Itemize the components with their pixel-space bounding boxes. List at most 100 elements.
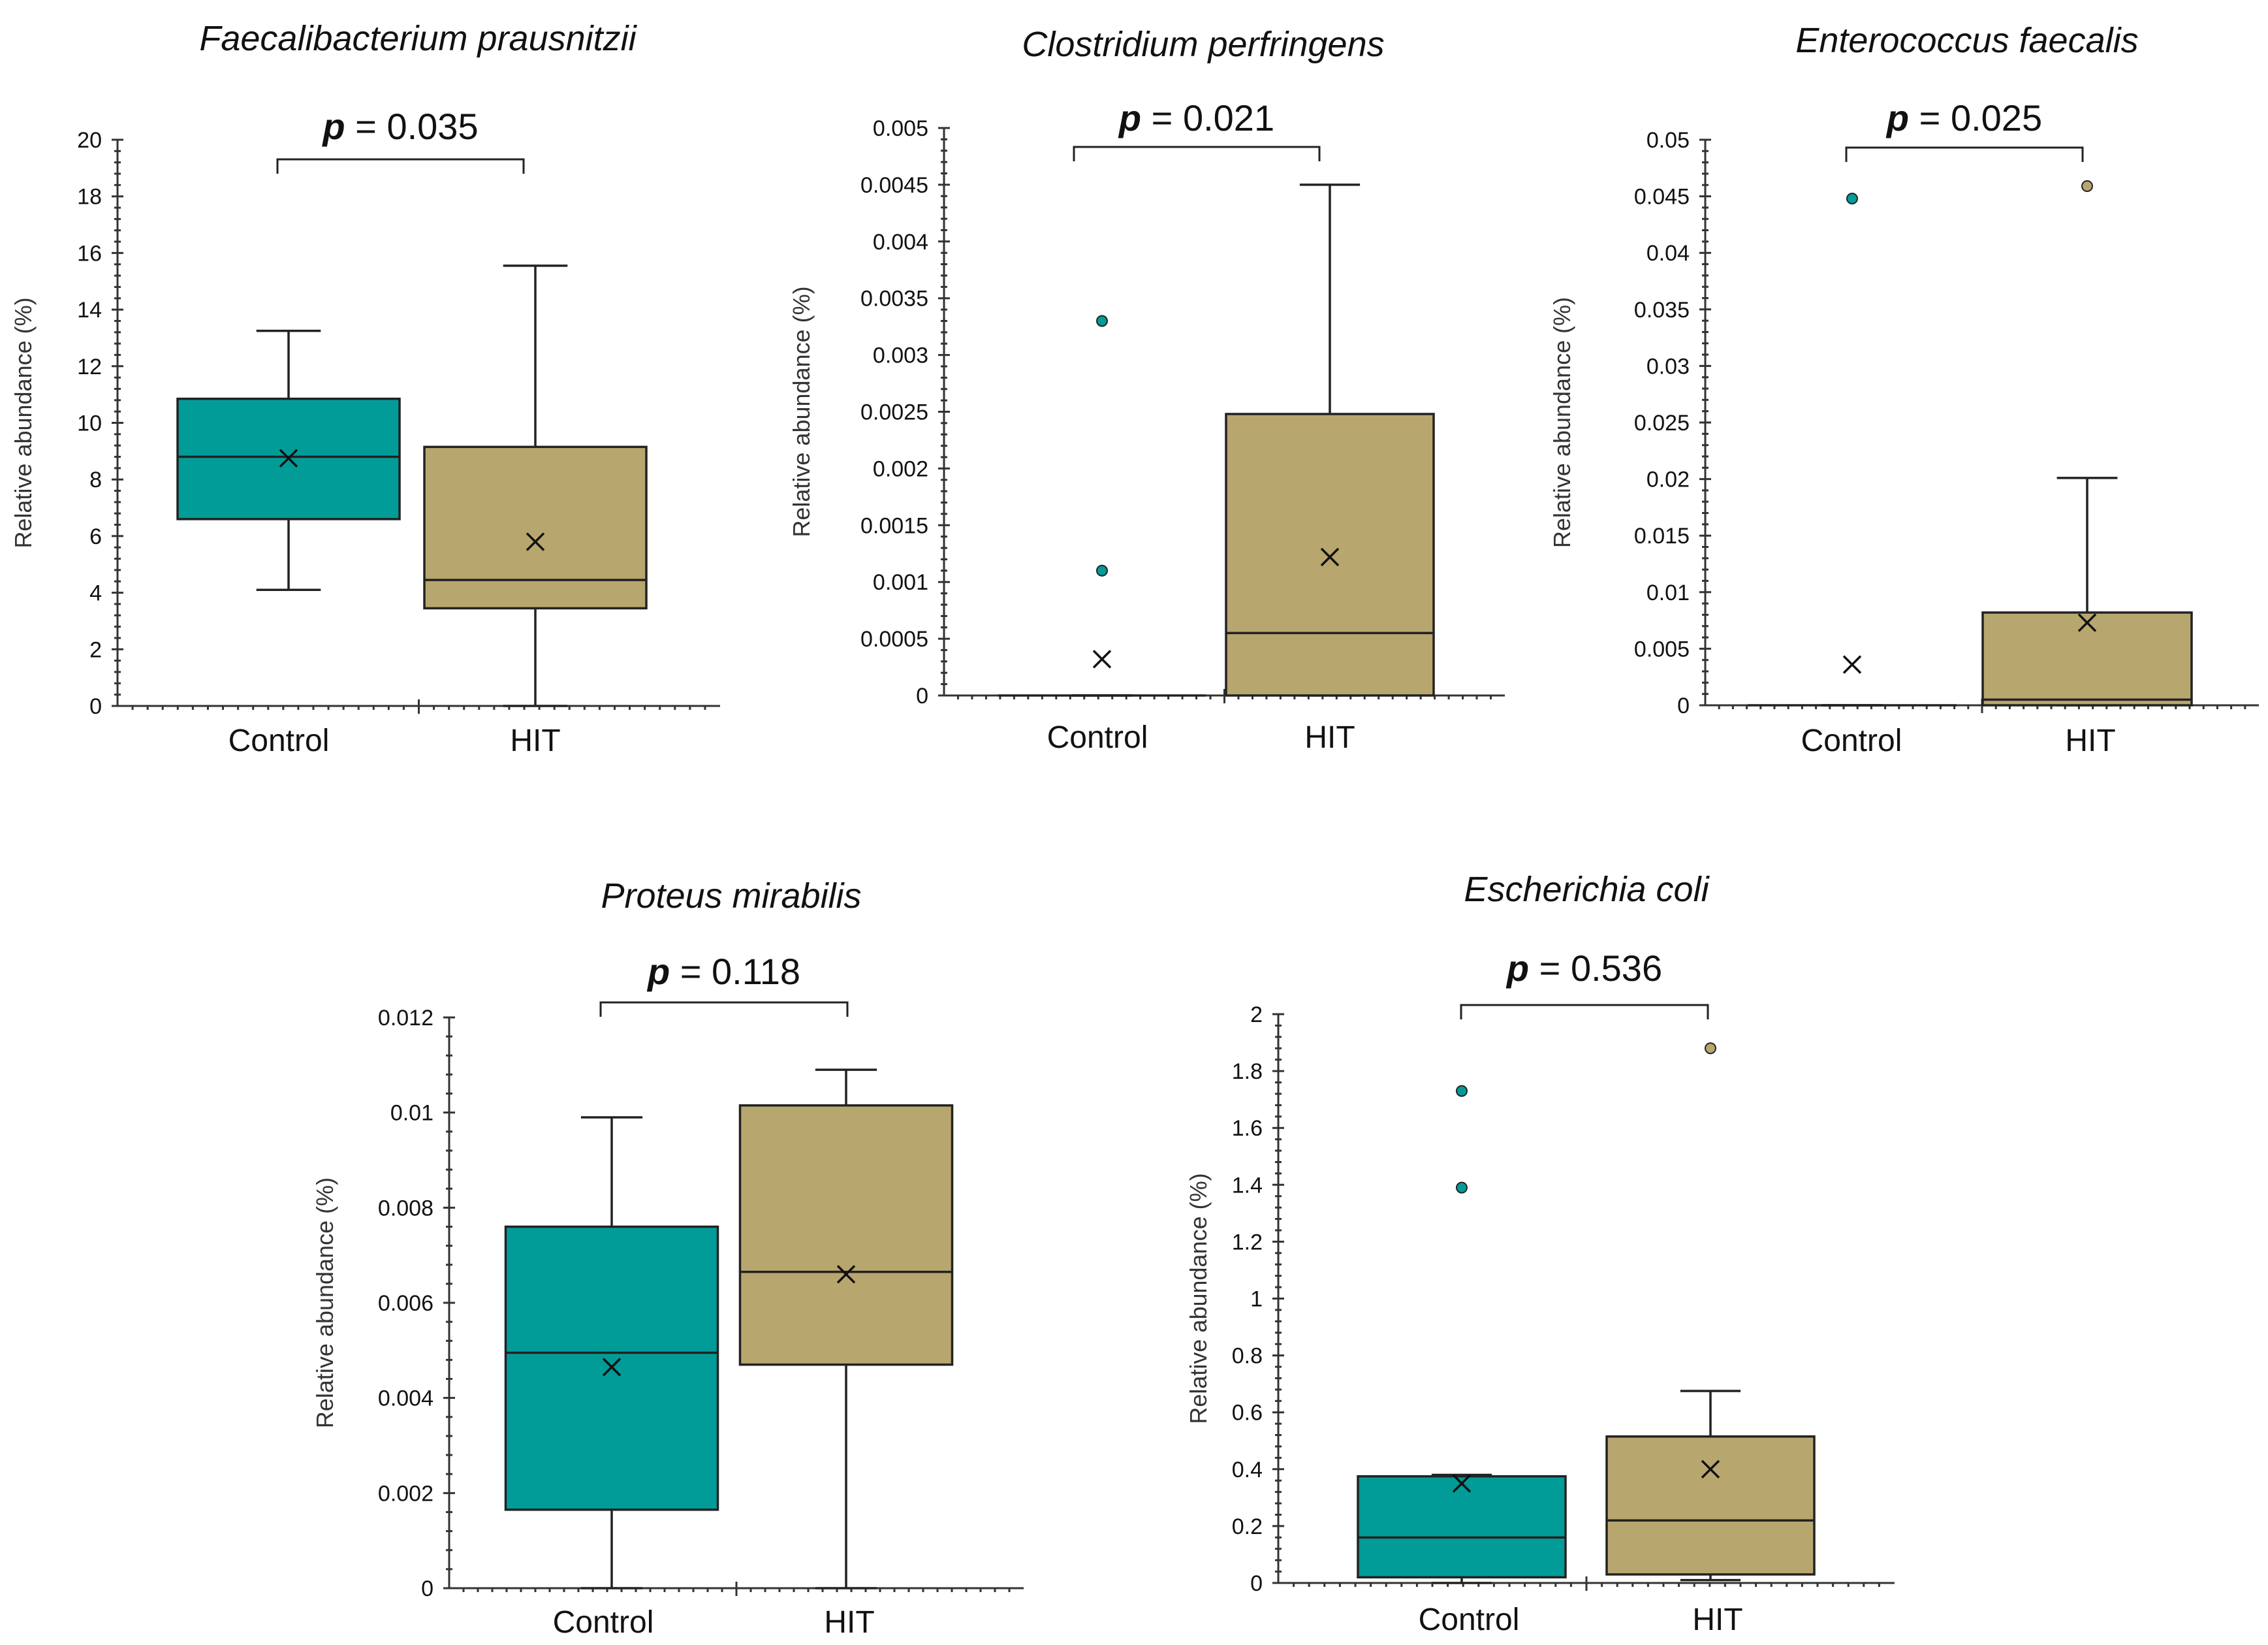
p-value-text: = 0.118 bbox=[670, 951, 800, 992]
box-iqr bbox=[1357, 1475, 1567, 1579]
y-tick-label: 6 bbox=[89, 524, 102, 549]
panel-title: Clostridium perfringens bbox=[1022, 25, 1384, 64]
y-tick-label: 20 bbox=[77, 128, 102, 153]
y-tick-label: 1 bbox=[1250, 1287, 1263, 1312]
y-tick-label: 0.012 bbox=[378, 1006, 433, 1030]
p-value-label: p = 0.118 bbox=[646, 951, 800, 992]
box-series-hit bbox=[738, 1068, 954, 1589]
chart-panel-4: Proteus mirabilis 0 0.002 0.004 0.006 0.008 0.… bbox=[311, 876, 1024, 1640]
significance-bracket bbox=[1073, 146, 1321, 161]
y-tick-label: 1.4 bbox=[1232, 1173, 1263, 1198]
y-tick-label: 0.025 bbox=[1634, 411, 1690, 436]
y-tick-label: 4 bbox=[89, 581, 102, 606]
chart-panel-2: Clostridium perfringens 0 0.0005 0.001 0.001… bbox=[788, 25, 1505, 755]
x-category-label: HIT bbox=[824, 1605, 874, 1640]
p-value-label: p = 0.035 bbox=[321, 106, 478, 147]
chart-panel-5: Escherichia coli 0 0.2 0.4 0.6 0.8 1 1.2 1.4 1.6 1… bbox=[1185, 870, 1895, 1637]
chart-panel-3: Enterococcus faecalis 0 0.005 0.01 0.015 0.02… bbox=[1549, 21, 2259, 758]
box-series-hit bbox=[1605, 1042, 1816, 1582]
y-tick-label: 0.002 bbox=[378, 1481, 433, 1506]
p-value-label: p = 0.021 bbox=[1118, 97, 1274, 138]
y-tick-label: 8 bbox=[89, 468, 102, 492]
y-tick-label: 0.4 bbox=[1232, 1458, 1263, 1482]
p-symbol: p bbox=[1118, 97, 1141, 138]
y-tick-label: 0.004 bbox=[873, 230, 928, 255]
y-tick-label: 0.0005 bbox=[860, 627, 928, 652]
p-value-label: p = 0.536 bbox=[1505, 948, 1662, 989]
box-series-hit bbox=[423, 264, 648, 707]
y-tick-label: 10 bbox=[77, 411, 102, 436]
box-series-control bbox=[176, 329, 401, 592]
y-tick-label: 0 bbox=[1250, 1571, 1263, 1596]
outlier-point bbox=[2081, 180, 2093, 193]
p-symbol: p bbox=[646, 951, 670, 992]
outlier-point bbox=[1846, 193, 1858, 205]
box-series-control bbox=[504, 1116, 719, 1589]
significance-bracket bbox=[1460, 1004, 1709, 1019]
y-tick-label: 12 bbox=[77, 355, 102, 379]
y-tick-label: 0.0035 bbox=[860, 287, 928, 311]
significance-bracket bbox=[1845, 146, 2084, 162]
outlier-point bbox=[1456, 1085, 1468, 1097]
x-category-label: HIT bbox=[1692, 1603, 1742, 1637]
mean-marker bbox=[1320, 547, 1340, 567]
mean-marker bbox=[836, 1265, 856, 1284]
y-tick-label: 0 bbox=[916, 684, 928, 709]
box-series-control bbox=[998, 315, 1206, 697]
x-category-label: HIT bbox=[1304, 720, 1355, 755]
outlier-point bbox=[1456, 1181, 1468, 1194]
panel-title: Faecalibacterium prausnitzii bbox=[199, 19, 637, 58]
x-category-label: Control bbox=[1419, 1603, 1520, 1637]
y-tick-label: 0 bbox=[421, 1576, 433, 1601]
y-tick-label: 0.002 bbox=[873, 456, 928, 481]
mean-marker bbox=[526, 532, 545, 551]
mean-marker bbox=[602, 1358, 622, 1377]
y-tick-label: 18 bbox=[77, 185, 102, 210]
box-iqr bbox=[1605, 1435, 1816, 1576]
significance-bracket bbox=[599, 1001, 849, 1017]
mean-marker bbox=[279, 449, 298, 468]
x-category-label: Control bbox=[1801, 724, 1902, 758]
y-tick-label: 1.6 bbox=[1232, 1116, 1263, 1141]
x-category-label: Control bbox=[553, 1605, 654, 1640]
outlier-point bbox=[1096, 315, 1108, 327]
y-axis-label: Relative abundance (%) bbox=[1185, 1173, 1212, 1424]
y-tick-label: 0.003 bbox=[873, 343, 928, 368]
y-tick-label: 0.008 bbox=[378, 1196, 433, 1221]
mean-marker bbox=[1842, 655, 1862, 674]
y-tick-label: 0.045 bbox=[1634, 185, 1690, 210]
chart-panel-1: Faecalibacterium prausnitzii 0 2 4 6 8 10 12 14 1… bbox=[10, 19, 720, 758]
panel-title: Proteus mirabilis bbox=[601, 876, 861, 916]
y-tick-label: 0.0025 bbox=[860, 400, 928, 425]
y-tick-label: 0.6 bbox=[1232, 1401, 1263, 1426]
y-tick-label: 0.2 bbox=[1232, 1514, 1263, 1539]
box-series-hit bbox=[1225, 184, 1435, 697]
y-tick-label: 2 bbox=[89, 637, 102, 662]
p-value-text: = 0.035 bbox=[345, 106, 479, 147]
y-tick-label: 0.004 bbox=[378, 1386, 433, 1411]
y-tick-label: 1.2 bbox=[1232, 1230, 1263, 1254]
mean-marker bbox=[1092, 650, 1112, 669]
y-tick-label: 0.02 bbox=[1646, 468, 1690, 492]
x-category-label: Control bbox=[228, 724, 330, 758]
y-tick-label: 16 bbox=[77, 241, 102, 266]
y-tick-label: 0.005 bbox=[1634, 637, 1690, 662]
y-tick-label: 0.8 bbox=[1232, 1344, 1263, 1369]
box-iqr bbox=[1225, 413, 1435, 697]
y-tick-label: 0.035 bbox=[1634, 298, 1690, 323]
panel-title: Enterococcus faecalis bbox=[1795, 21, 2138, 60]
y-axis-label: Relative abundance (%) bbox=[788, 286, 815, 537]
p-value-text: = 0.021 bbox=[1141, 97, 1274, 138]
panel-title: Escherichia coli bbox=[1464, 870, 1710, 909]
y-tick-label: 0.001 bbox=[873, 570, 928, 595]
box-iqr bbox=[738, 1104, 954, 1366]
box-iqr bbox=[423, 445, 648, 610]
p-value-label: p = 0.025 bbox=[1885, 97, 2042, 138]
x-category-label: HIT bbox=[2065, 724, 2115, 758]
y-tick-label: 0.01 bbox=[1646, 581, 1690, 605]
outlier-point bbox=[1705, 1042, 1716, 1055]
y-tick-label: 0.04 bbox=[1646, 241, 1690, 266]
y-tick-label: 0.03 bbox=[1646, 354, 1690, 379]
box-series-hit bbox=[1981, 180, 2193, 707]
